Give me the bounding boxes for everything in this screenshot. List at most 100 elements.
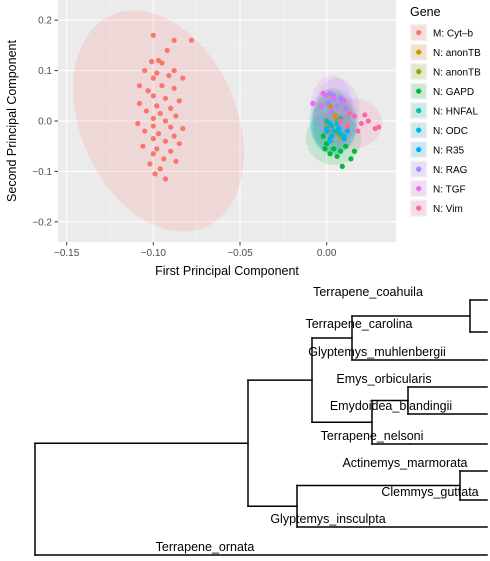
scatter-points: [135, 32, 382, 182]
phylogenetic-tree: Terrapene_coahuila Terrapene_carolina Glyp…: [34, 285, 488, 556]
legend-label: N: Vim: [433, 204, 463, 215]
legend-label: M: Cyt–b: [433, 29, 473, 40]
legend-label: N: anonTB: [433, 48, 481, 59]
scatter-point: [162, 176, 169, 182]
scatter-point: [136, 100, 143, 106]
scatter-point: [173, 113, 179, 119]
legend-title: Gene: [410, 5, 441, 19]
scatter-point: [155, 131, 162, 137]
scatter-point: [376, 124, 382, 130]
scatter-point: [154, 146, 160, 152]
legend-key-point: [416, 69, 422, 75]
y-tick-label: 0.0: [38, 117, 52, 128]
legend-key-point: [416, 166, 422, 172]
scatter-point: [365, 118, 371, 124]
scatter-point: [150, 151, 156, 157]
scatter-point: [150, 115, 156, 122]
scatter-point: [176, 141, 182, 147]
scatter-point: [180, 125, 186, 132]
legend-label: N: GAPD: [433, 87, 474, 98]
scatter-point: [310, 100, 316, 106]
legend: Gene M: Cyt–b N: anonTB N: anonTB N: GAPD N:…: [410, 5, 481, 217]
x-axis-title: First Principal Component: [155, 264, 299, 278]
scatter-point: [331, 95, 337, 101]
tree-leaf-label: Terrapene_nelsoni: [321, 429, 424, 443]
tree-leaf-label: Terrapene_coahuila: [313, 285, 423, 299]
scatter-point: [351, 113, 357, 119]
tree-leaf-label: Glyptemys_muhlenbergii: [308, 345, 446, 359]
scatter-point: [168, 105, 174, 111]
x-tick-label: −0.10: [141, 248, 167, 259]
scatter-point: [343, 105, 349, 111]
scatter-point: [135, 120, 141, 127]
scatter-point: [142, 67, 148, 74]
scatter-point: [150, 93, 156, 99]
x-axis: −0.15 −0.10 −0.05 0.00: [54, 242, 337, 259]
scatter-point: [136, 83, 143, 89]
legend-key-point: [416, 49, 422, 55]
scatter-point: [145, 88, 151, 94]
y-tick-label: −0.2: [32, 217, 52, 228]
x-tick-label: −0.15: [54, 248, 80, 259]
scatter-point: [162, 118, 169, 124]
legend-label: N: RAG: [433, 165, 468, 176]
scatter-point: [320, 133, 326, 139]
scatter-point: [180, 75, 186, 81]
scatter-point: [318, 103, 325, 109]
legend-key-point: [416, 205, 422, 211]
scatter-point: [329, 108, 335, 114]
scatter-point: [337, 148, 344, 154]
tree-leaf-label: Glyptemys_insculpta: [270, 512, 385, 526]
scatter-point: [327, 120, 333, 127]
scatter-point: [159, 60, 165, 66]
scatter-point: [171, 67, 177, 74]
scatter-point: [171, 85, 177, 91]
scatter-point: [332, 113, 338, 119]
scatter-point: [331, 128, 337, 134]
scatter-point: [164, 47, 170, 54]
scatter-point: [337, 118, 344, 124]
scatter-point: [358, 120, 364, 127]
scatter-point: [188, 37, 195, 43]
legend-label: N: ODC: [433, 126, 468, 137]
legend-key-point: [416, 127, 422, 133]
y-axis-title: Second Principal Component: [5, 40, 19, 202]
legend-label: N: anonTB: [433, 68, 481, 79]
scatter-point: [344, 128, 351, 134]
scatter-point: [339, 163, 345, 169]
ellipse-series-9: [323, 98, 383, 149]
scatter-point: [331, 146, 337, 152]
legend-key-point: [416, 147, 422, 153]
scatter-point: [325, 100, 331, 106]
legend-key-point: [416, 186, 422, 192]
scatter-point: [348, 156, 354, 162]
scatter-point: [150, 136, 156, 142]
scatter-point: [152, 171, 158, 177]
scatter-point: [327, 138, 333, 144]
scatter-point: [143, 108, 149, 114]
scatter-point: [176, 98, 182, 104]
scatter-point: [334, 103, 340, 109]
scatter-point: [162, 95, 169, 101]
scatter-point: [344, 123, 351, 129]
x-tick-label: 0.00: [317, 248, 337, 259]
scatter-point: [149, 58, 155, 65]
scatter-point: [336, 125, 342, 132]
scatter-point: [343, 143, 349, 149]
tree-leaf-label: Emys_orbicularis: [336, 372, 431, 386]
y-tick-label: −0.1: [32, 167, 52, 178]
scatter-point: [171, 133, 177, 139]
scatter-point: [140, 143, 146, 149]
tree-leaf-label: Clemmys_guttata: [381, 485, 478, 499]
scatter-point: [150, 75, 156, 81]
pca-scatter-plot: −0.15 −0.10 −0.05 0.00 0.2 0.1 0.0 −0.1 −0.2 Fi…: [5, 0, 481, 278]
scatter-point: [168, 148, 174, 154]
scatter-point: [150, 123, 156, 129]
x-tick-label: −0.05: [227, 248, 253, 259]
scatter-point: [157, 166, 163, 172]
legend-label: N: HNFAL: [433, 107, 478, 118]
scatter-point: [341, 98, 347, 104]
scatter-point: [162, 138, 169, 144]
scatter-point: [334, 153, 340, 159]
scatter-point: [355, 128, 361, 134]
